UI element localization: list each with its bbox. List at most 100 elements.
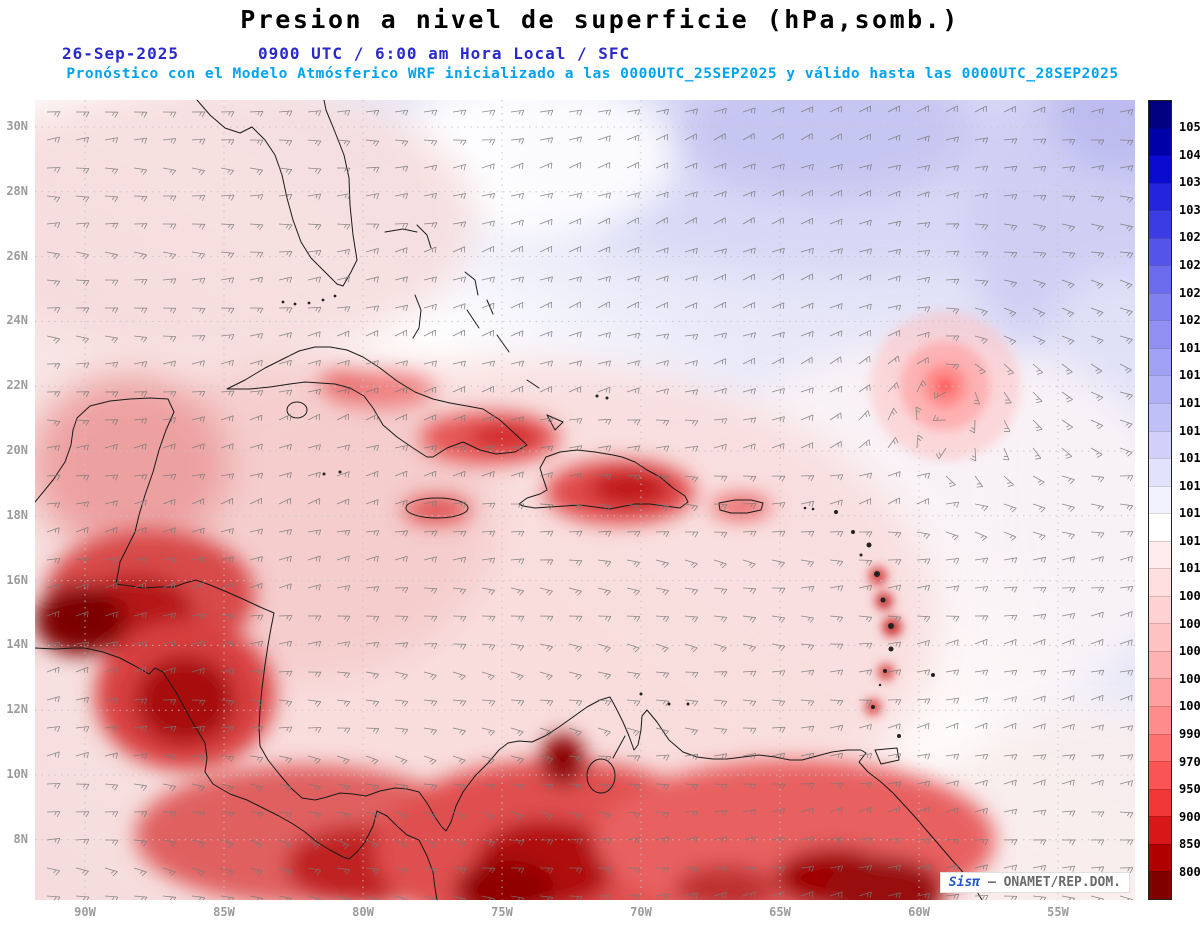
lon-label: 65W bbox=[769, 905, 791, 919]
coast-florida bbox=[196, 100, 358, 287]
coast-mainland-caribbean bbox=[35, 397, 983, 900]
colorbar-label: 800 bbox=[1179, 864, 1200, 879]
colorbar-label: 1016 bbox=[1179, 423, 1200, 438]
colorbar-cell bbox=[1149, 733, 1171, 762]
pressure-shading bbox=[35, 100, 1135, 900]
lon-label: 80W bbox=[352, 905, 374, 919]
watermark: Sisπ – ONAMET/REP.DOM. bbox=[939, 872, 1130, 893]
colorbar-cell bbox=[1149, 403, 1171, 431]
colorbar-label: 1020 bbox=[1179, 313, 1200, 328]
colorbar-label: 1018 bbox=[1179, 368, 1200, 383]
colorbar-label: 1040 bbox=[1179, 147, 1200, 162]
wind-barbs bbox=[46, 105, 1134, 900]
lat-label: 14N bbox=[6, 637, 28, 652]
watermark-brand: Sisπ bbox=[948, 875, 981, 890]
colorbar-label: 1019 bbox=[1179, 340, 1200, 355]
lon-label: 85W bbox=[213, 905, 235, 919]
colorbar-cell bbox=[1149, 623, 1171, 651]
colorbar-cell bbox=[1149, 678, 1171, 707]
coast-hispaniola bbox=[518, 449, 689, 510]
lon-axis: 90W 85W 80W 75W 70W 65W 60W 55W bbox=[35, 903, 1135, 923]
colorbar-label: 1012 bbox=[1179, 533, 1200, 548]
colorbar-cell bbox=[1149, 375, 1171, 404]
colorbar-cell bbox=[1149, 210, 1171, 238]
colorbar-cell bbox=[1149, 485, 1171, 514]
coast-isla-juventud bbox=[286, 401, 308, 419]
coast-puerto-rico bbox=[718, 499, 764, 514]
lat-label: 28N bbox=[6, 183, 28, 198]
lon-label: 75W bbox=[491, 905, 513, 919]
colorbar-label: 950 bbox=[1179, 782, 1200, 797]
colorbar-label: 1000 bbox=[1179, 699, 1200, 714]
colorbar-cell bbox=[1149, 430, 1171, 459]
colorbar-label: 1014 bbox=[1179, 478, 1200, 493]
colorbar-label: 1015 bbox=[1179, 451, 1200, 466]
grid-lines bbox=[35, 100, 1135, 900]
coast-maracaibo-strait bbox=[612, 735, 626, 759]
colorbar-cell bbox=[1149, 540, 1171, 569]
coast-cayman bbox=[322, 470, 342, 476]
colorbar-cell bbox=[1149, 843, 1171, 872]
lon-label: 55W bbox=[1047, 905, 1069, 919]
coast-trinidad bbox=[874, 747, 900, 765]
colorbar-labels: 1050 1040 1035 1030 1028 1025 1022 1020 1019 1018… bbox=[1177, 100, 1200, 900]
lat-label: 12N bbox=[6, 702, 28, 717]
colorbar-label: 1010 bbox=[1179, 561, 1200, 576]
colorbar-cell bbox=[1149, 182, 1171, 211]
colorbar-cell bbox=[1149, 871, 1171, 899]
watermark-text: – ONAMET/REP.DOM. bbox=[987, 875, 1121, 890]
lat-label: 20N bbox=[6, 443, 28, 457]
lon-label: 60W bbox=[908, 905, 930, 919]
colorbar-label: 990 bbox=[1179, 726, 1200, 741]
lat-label: 18N bbox=[6, 507, 28, 522]
colorbar-label: 1025 bbox=[1179, 258, 1200, 273]
coast-bahamas bbox=[384, 224, 609, 431]
forecast-valid-time: 0900 UTC / 6:00 am Hora Local / SFC bbox=[258, 44, 631, 63]
lat-label: 30N bbox=[6, 119, 28, 133]
colorbar-cell bbox=[1149, 816, 1171, 844]
colorbar-label: 1022 bbox=[1179, 285, 1200, 300]
colorbar-label: 970 bbox=[1179, 754, 1200, 769]
colorbar-cell bbox=[1149, 127, 1171, 156]
colorbar-label: 1028 bbox=[1179, 230, 1200, 245]
colorbar-label: 1008 bbox=[1179, 589, 1200, 604]
colorbar-cell bbox=[1149, 568, 1171, 596]
coast-lesser-antilles bbox=[639, 506, 935, 738]
forecast-description: Pronóstico con el Modelo Atmósferico WRF… bbox=[66, 66, 1119, 82]
page-title: Presion a nivel de superficie (hPa,somb.… bbox=[240, 5, 960, 34]
colorbar-label: 1017 bbox=[1179, 395, 1200, 410]
weather-map bbox=[35, 100, 1135, 900]
lat-label: 24N bbox=[6, 313, 28, 328]
colorbar-cell bbox=[1149, 706, 1171, 734]
colorbar-cell bbox=[1149, 265, 1171, 293]
colorbar-cell bbox=[1149, 650, 1171, 679]
colorbar-label: 1030 bbox=[1179, 202, 1200, 217]
lon-label: 90W bbox=[74, 905, 96, 919]
lat-label: 22N bbox=[6, 378, 28, 393]
colorbar-cell bbox=[1149, 292, 1171, 321]
lat-axis: 30N 28N 26N 24N 22N 20N 18N 16N 14N 12N 10N 8N bbox=[0, 100, 31, 900]
coastlines bbox=[35, 100, 983, 900]
colorbar-cell bbox=[1149, 320, 1171, 348]
colorbar-label: 1006 bbox=[1179, 616, 1200, 631]
coast-jamaica bbox=[405, 497, 469, 519]
colorbar-cell bbox=[1149, 458, 1171, 486]
colorbar bbox=[1148, 100, 1172, 900]
colorbar-label: 1004 bbox=[1179, 644, 1200, 659]
forecast-date: 26-Sep-2025 bbox=[62, 44, 179, 63]
colorbar-cell bbox=[1149, 101, 1171, 128]
lat-label: 16N bbox=[6, 572, 28, 587]
coast-florida-keys bbox=[281, 294, 337, 306]
lat-label: 26N bbox=[6, 248, 28, 263]
colorbar-cell bbox=[1149, 513, 1171, 541]
colorbar-cell bbox=[1149, 595, 1171, 624]
colorbar-cell bbox=[1149, 237, 1171, 266]
colorbar-cell bbox=[1149, 155, 1171, 183]
lat-label: 8N bbox=[13, 831, 28, 846]
colorbar-cell bbox=[1149, 788, 1171, 817]
map-canvas bbox=[35, 100, 1135, 900]
lat-label: 10N bbox=[6, 767, 28, 781]
coast-mainland-pacific bbox=[35, 647, 438, 900]
lon-label: 70W bbox=[630, 905, 652, 919]
